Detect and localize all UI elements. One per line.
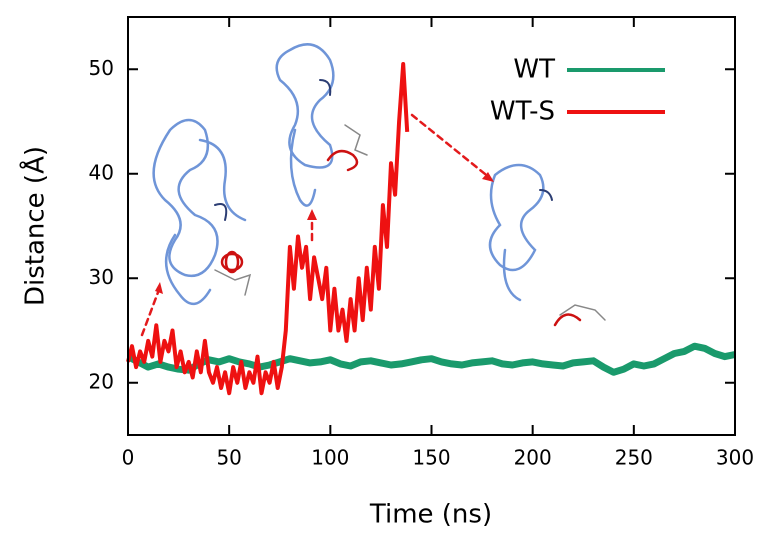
structure-illustrations [140,43,606,337]
plot-area: 0 50 100 150 200 250 300 20 30 40 50 WT WT-S [89,16,754,470]
y-tick-label: 20 [89,369,114,393]
y-tick-label: 30 [89,265,114,289]
x-tick-label: 300 [716,446,754,470]
legend-label: WT-S [490,97,555,127]
series-line [126,342,736,376]
legend-label: WT [513,55,555,85]
x-axis-label: Time (ns) [369,500,492,530]
x-tick-label: 0 [122,446,135,470]
series-line [126,62,410,396]
x-tick-label: 250 [615,446,653,470]
y-tick-label: 50 [89,56,114,80]
x-tick-label: 50 [216,446,241,470]
x-tick-label: 200 [514,446,552,470]
y-axis-label: Distance (Å) [19,146,51,306]
y-tick-label: 40 [89,160,114,184]
x-tick-label: 150 [412,446,450,470]
x-tick-label: 100 [311,446,349,470]
